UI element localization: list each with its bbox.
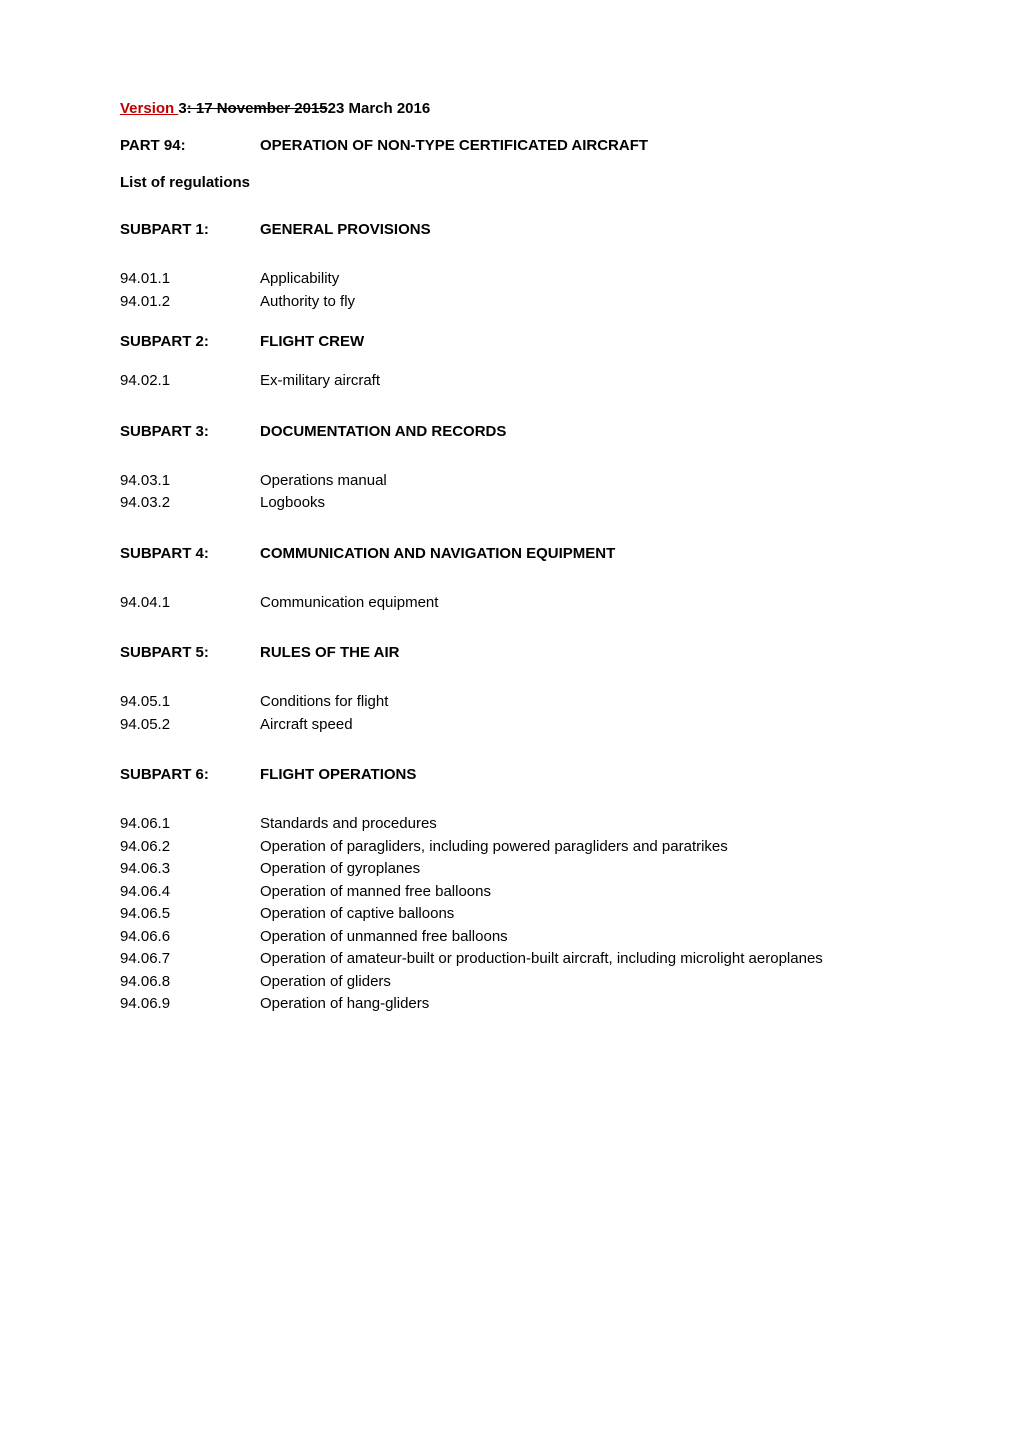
version-old-date: 17 November 2015 [196, 100, 328, 117]
subpart-label: SUBPART 3: [120, 423, 260, 440]
regulation-row: 94.06.2Operation of paragliders, includi… [120, 836, 900, 859]
regulation-group: 94.03.1Operations manual94.03.2Logbooks [120, 470, 900, 515]
subpart-heading: SUBPART 4:COMMUNICATION AND NAVIGATION E… [120, 545, 900, 562]
regulation-number: 94.05.2 [120, 714, 260, 737]
regulation-title: Aircraft speed [260, 714, 900, 737]
regulation-row: 94.06.1Standards and procedures [120, 813, 900, 836]
regulation-row: 94.06.7Operation of amateur-built or pro… [120, 948, 900, 971]
regulation-number: 94.06.5 [120, 903, 260, 926]
subpart-heading: SUBPART 3:DOCUMENTATION AND RECORDS [120, 423, 900, 440]
regulation-title: Operation of paragliders, including powe… [260, 836, 900, 859]
subpart-title: DOCUMENTATION AND RECORDS [260, 423, 506, 440]
regulation-number: 94.06.7 [120, 948, 260, 971]
regulation-title: Ex-military aircraft [260, 370, 900, 393]
subparts-container: SUBPART 1:GENERAL PROVISIONS 94.01.1Appli… [120, 221, 900, 1016]
regulation-number: 94.05.1 [120, 691, 260, 714]
regulation-group: 94.01.1Applicability94.01.2Authority to … [120, 268, 900, 313]
regulation-row: 94.06.4Operation of manned free balloons [120, 881, 900, 904]
regulation-number: 94.06.3 [120, 858, 260, 881]
subpart-heading: SUBPART 5:RULES OF THE AIR [120, 644, 900, 661]
regulation-group: 94.04.1Communication equipment [120, 592, 900, 615]
regulation-title: Operation of hang-gliders [260, 993, 900, 1016]
subpart-title: FLIGHT CREW [260, 333, 364, 350]
subpart-label: SUBPART 2: [120, 333, 260, 350]
regulation-row: 94.06.8Operation of gliders [120, 971, 900, 994]
regulation-number: 94.01.2 [120, 291, 260, 314]
regulation-group: 94.06.1Standards and procedures94.06.2Op… [120, 813, 900, 1016]
regulation-title: Operation of captive balloons [260, 903, 900, 926]
regulation-number: 94.06.4 [120, 881, 260, 904]
subpart-label: SUBPART 4: [120, 545, 260, 562]
regulation-group: 94.02.1Ex-military aircraft [120, 370, 900, 393]
list-of-regulations: List of regulations [120, 174, 900, 191]
version-new-date: 23 March 2016 [328, 100, 431, 117]
subpart-heading: SUBPART 1:GENERAL PROVISIONS [120, 221, 900, 238]
subpart-label: SUBPART 6: [120, 766, 260, 783]
regulation-row: 94.01.2Authority to fly [120, 291, 900, 314]
regulation-number: 94.06.6 [120, 926, 260, 949]
part-label: PART 94: [120, 137, 260, 154]
regulation-row: 94.02.1Ex-military aircraft [120, 370, 900, 393]
regulation-number: 94.01.1 [120, 268, 260, 291]
regulation-row: 94.01.1Applicability [120, 268, 900, 291]
regulation-title: Conditions for flight [260, 691, 900, 714]
regulation-row: 94.04.1Communication equipment [120, 592, 900, 615]
regulation-number: 94.04.1 [120, 592, 260, 615]
regulation-title: Operation of gyroplanes [260, 858, 900, 881]
regulation-number: 94.03.2 [120, 492, 260, 515]
regulation-row: 94.05.2Aircraft speed [120, 714, 900, 737]
regulation-number: 94.02.1 [120, 370, 260, 393]
regulation-title: Operation of amateur-built or production… [260, 948, 900, 971]
regulation-title: Standards and procedures [260, 813, 900, 836]
subpart-title: GENERAL PROVISIONS [260, 221, 431, 238]
subpart-title: COMMUNICATION AND NAVIGATION EQUIPMENT [260, 545, 615, 562]
regulation-title: Operation of unmanned free balloons [260, 926, 900, 949]
version-colon: : [187, 100, 196, 117]
subpart-label: SUBPART 1: [120, 221, 260, 238]
regulation-number: 94.03.1 [120, 470, 260, 493]
subpart-heading: SUBPART 2:FLIGHT CREW [120, 333, 900, 350]
regulation-row: 94.06.9Operation of hang-gliders [120, 993, 900, 1016]
subpart-heading: SUBPART 6:FLIGHT OPERATIONS [120, 766, 900, 783]
regulation-number: 94.06.2 [120, 836, 260, 859]
subpart-title: FLIGHT OPERATIONS [260, 766, 416, 783]
part-name: OPERATION OF NON-TYPE CERTIFICATED AIRCR… [260, 137, 648, 154]
regulation-number: 94.06.1 [120, 813, 260, 836]
version-line: Version 3: 17 November 201523 March 2016 [120, 100, 900, 117]
regulation-title: Logbooks [260, 492, 900, 515]
regulation-row: 94.06.5Operation of captive balloons [120, 903, 900, 926]
regulation-title: Operation of gliders [260, 971, 900, 994]
subpart-title: RULES OF THE AIR [260, 644, 399, 661]
regulation-title: Operations manual [260, 470, 900, 493]
regulation-row: 94.05.1Conditions for flight [120, 691, 900, 714]
regulation-title: Authority to fly [260, 291, 900, 314]
version-prefix: Version [120, 100, 178, 117]
regulation-number: 94.06.9 [120, 993, 260, 1016]
regulation-title: Communication equipment [260, 592, 900, 615]
regulation-row: 94.06.6Operation of unmanned free balloo… [120, 926, 900, 949]
subpart-label: SUBPART 5: [120, 644, 260, 661]
regulation-row: 94.03.2Logbooks [120, 492, 900, 515]
regulation-title: Operation of manned free balloons [260, 881, 900, 904]
regulation-row: 94.03.1Operations manual [120, 470, 900, 493]
regulation-title: Applicability [260, 268, 900, 291]
part-title: PART 94:OPERATION OF NON-TYPE CERTIFICAT… [120, 137, 900, 154]
regulation-row: 94.06.3Operation of gyroplanes [120, 858, 900, 881]
regulation-group: 94.05.1Conditions for flight94.05.2Aircr… [120, 691, 900, 736]
version-number: 3 [178, 100, 186, 117]
regulation-number: 94.06.8 [120, 971, 260, 994]
